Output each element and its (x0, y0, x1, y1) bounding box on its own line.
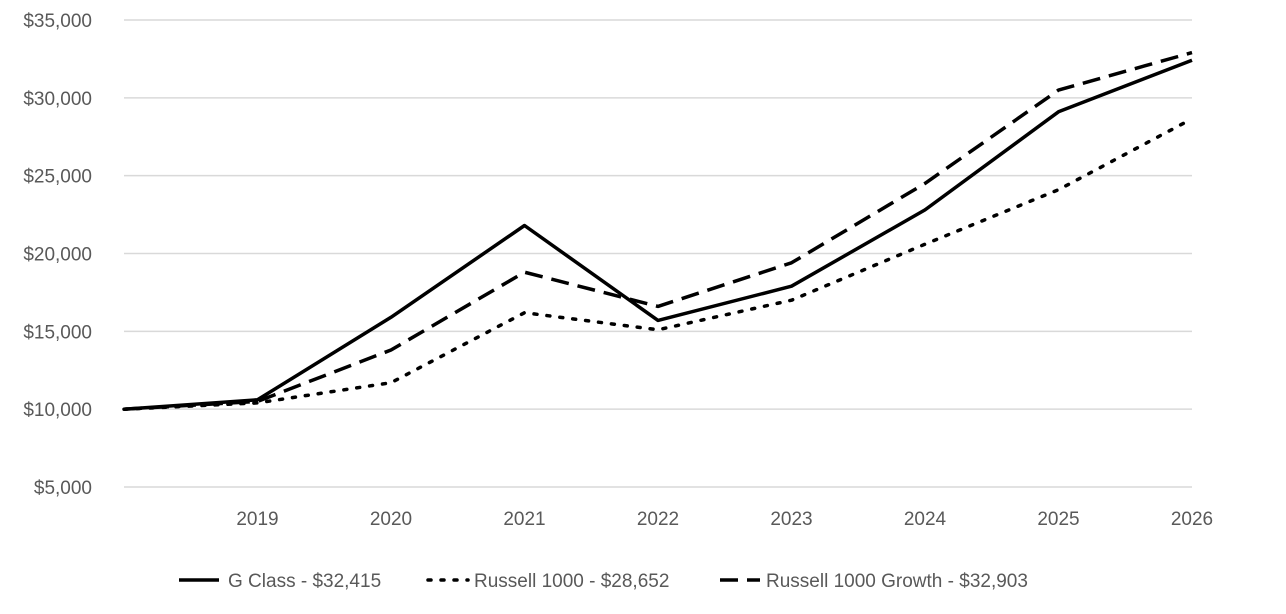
y-tick-label: $15,000 (23, 322, 92, 343)
legend-item-g-class-32-415: G Class - $32,415 (179, 571, 381, 592)
legend-item-russell-1000-28-652: Russell 1000 - $28,652 (426, 571, 669, 592)
y-tick-label: $10,000 (23, 400, 92, 421)
x-tick-label: 2022 (637, 509, 679, 530)
x-tick-label: 2023 (770, 509, 812, 530)
x-tick-label: 2024 (904, 509, 947, 530)
legend-item-russell-1000-growth-32-903: Russell 1000 Growth - $32,903 (720, 571, 1028, 592)
x-tick-label: 2021 (503, 509, 545, 530)
legend: G Class - $32,415 Russell 1000 - $28,652 R… (179, 571, 1028, 592)
series-line-g-class-32-415 (123, 58, 1193, 411)
series-line-russell-1000-growth-32-903 (123, 50, 1193, 411)
x-axis-tick-labels: 2019 2020 2021 2022 2023 2024 2025 2026 (236, 509, 1213, 530)
series-line-russell-1000-28-652 (122, 117, 1194, 411)
x-tick-label: 2019 (236, 509, 278, 530)
y-tick-label: $30,000 (23, 89, 92, 110)
x-tick-label: 2025 (1037, 509, 1079, 530)
x-tick-label: 2026 (1171, 509, 1213, 530)
series-lines (122, 50, 1194, 411)
x-tick-label: 2020 (370, 509, 412, 530)
legend-label: Russell 1000 Growth - $32,903 (766, 571, 1028, 592)
gridlines (124, 19, 1192, 488)
y-tick-label: $20,000 (23, 245, 92, 266)
y-tick-label: $35,000 (23, 11, 92, 32)
legend-label: G Class - $32,415 (228, 571, 381, 592)
y-tick-label: $25,000 (23, 167, 92, 188)
y-tick-label: $5,000 (34, 478, 92, 499)
legend-label: Russell 1000 - $28,652 (474, 571, 669, 592)
y-axis-tick-labels: $5,000 $10,000 $15,000 $20,000 $25,000 $30,00… (23, 11, 92, 499)
